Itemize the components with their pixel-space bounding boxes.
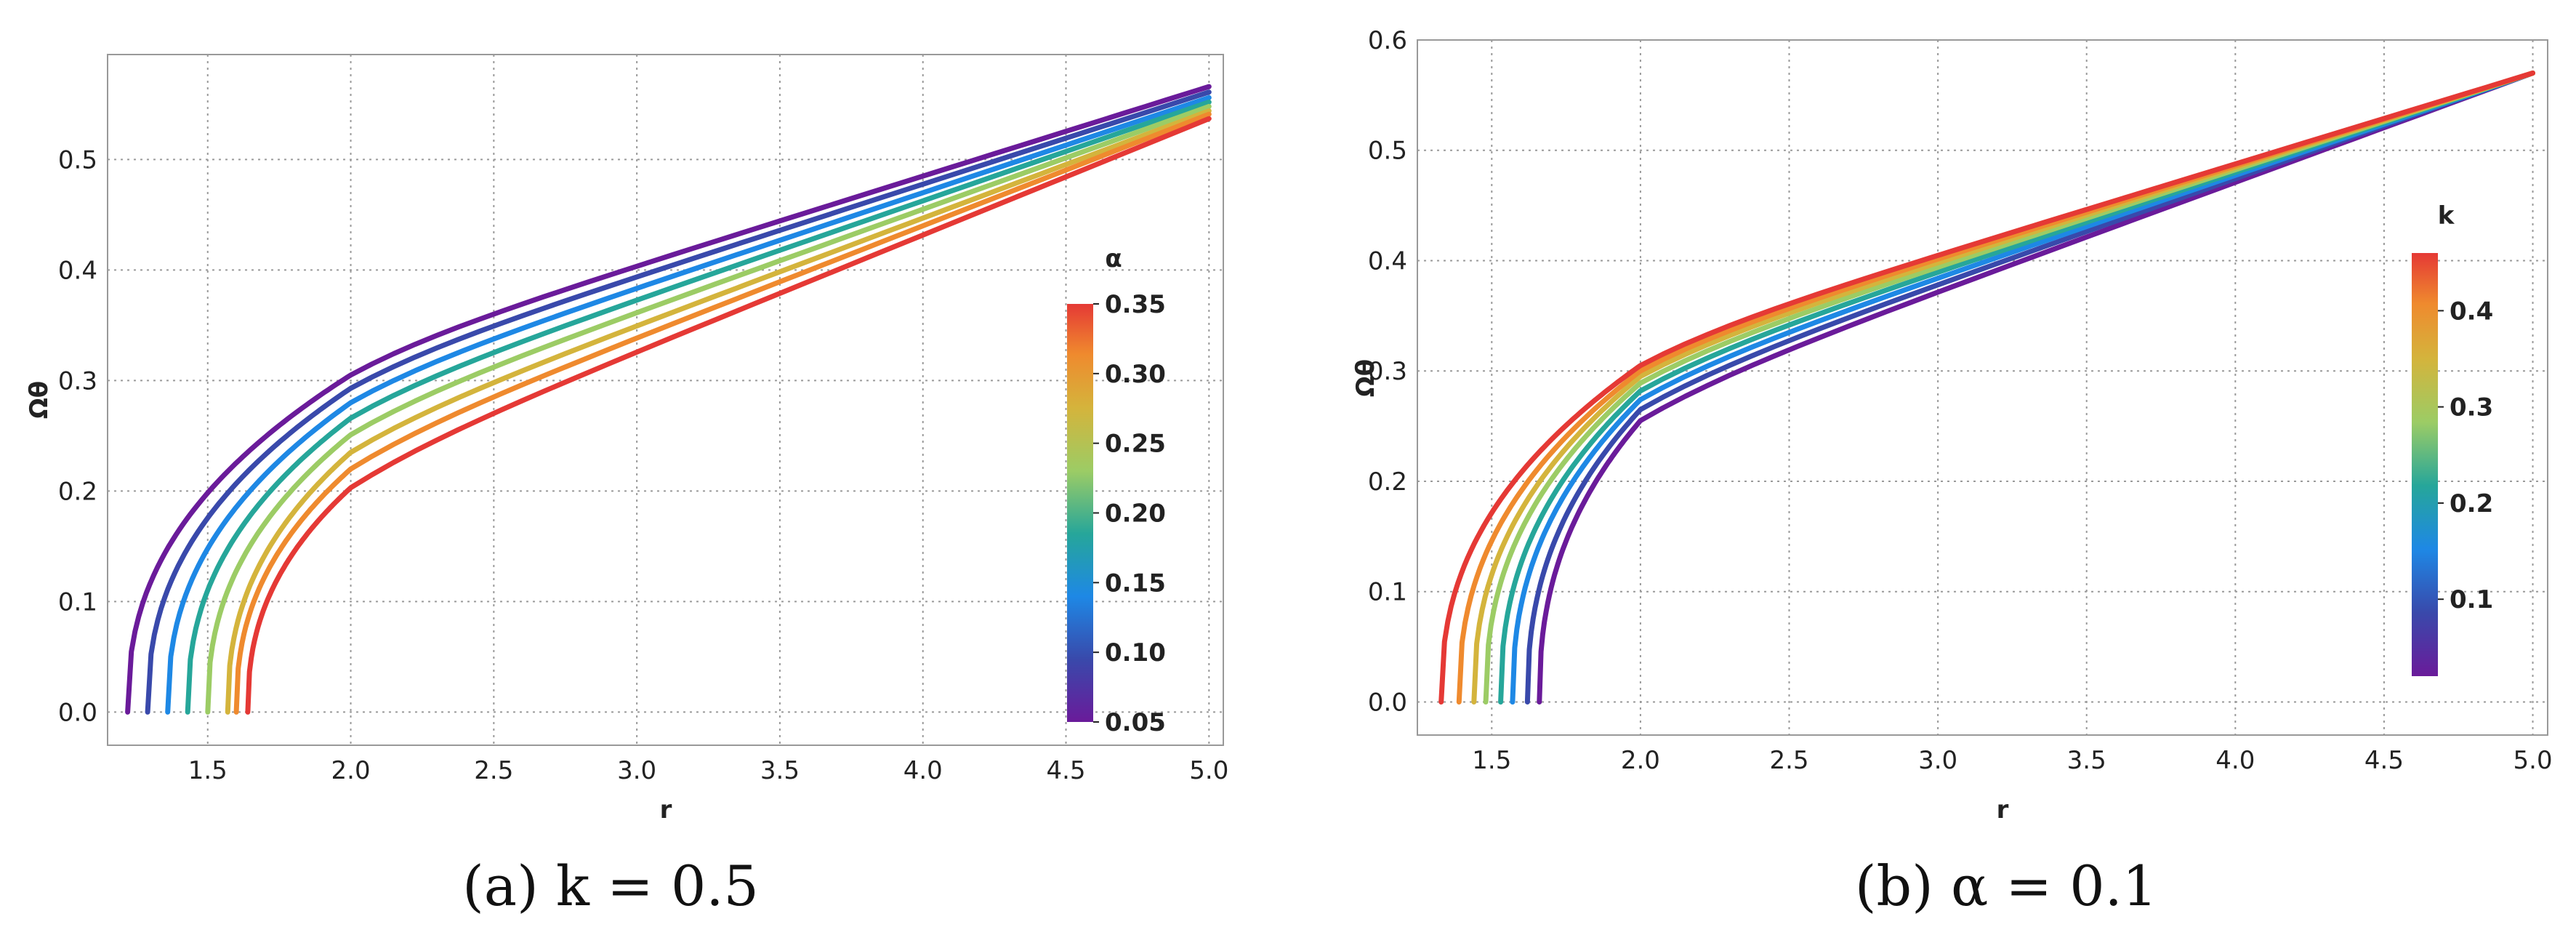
series-group-b <box>1438 71 2535 705</box>
x-tick-label: 4.0 <box>2215 746 2255 775</box>
colorbar-ticks-b: 0.1 0.2 0.3 0.4 <box>2438 297 2493 614</box>
y-tick-label: 0.0 <box>1368 688 1407 717</box>
x-tick-label: 3.0 <box>617 756 656 785</box>
series-line-0.35 <box>245 116 1212 715</box>
series-line-0.25 <box>1483 71 2535 705</box>
colorbar-tick-label: 0.4 <box>2450 297 2493 326</box>
plot-frame-a <box>107 54 1224 746</box>
x-tick-label: 3.0 <box>1918 746 1957 775</box>
series-line-0.2 <box>1498 71 2535 705</box>
series-line-0.1 <box>1524 71 2535 705</box>
y-tick-label: 0.3 <box>1368 357 1407 386</box>
colorbar-tick-label: 0.1 <box>2450 585 2493 614</box>
x-tick-label: 2.5 <box>1769 746 1808 775</box>
colorbar-tick-label: 0.15 <box>1105 569 1166 598</box>
caption-a: (a) k = 0.5 <box>462 854 759 918</box>
chart-panel-b: 0.0 0.1 0.2 0.3 0.4 0.5 0.6 1.5 2.0 2.5 3.0 3.5 4.0… <box>1351 26 2553 918</box>
colorbar-a: α 0.05 0.10 0.15 0.20 0.25 0.30 0.35 <box>1067 244 1166 737</box>
colorbar-gradient-b <box>2412 253 2438 676</box>
x-tick-label: 3.5 <box>2067 746 2106 775</box>
x-tick-label: 1.5 <box>188 756 228 785</box>
colorbar-tick-label: 0.30 <box>1105 360 1166 389</box>
colorbar-gradient-a <box>1067 304 1093 722</box>
grid-a <box>108 55 1223 745</box>
series-line-0.15 <box>1510 71 2535 705</box>
series-line-0.2 <box>185 99 1212 715</box>
y-tick-label: 0.2 <box>58 477 97 506</box>
colorbar-title-b: k <box>2438 201 2455 230</box>
x-tick-label: 2.0 <box>331 756 371 785</box>
colorbar-tick-label: 0.25 <box>1105 430 1166 459</box>
x-tick-label: 3.5 <box>760 756 800 785</box>
caption-b: (b) α = 0.1 <box>1855 854 2157 918</box>
y-tick-label: 0.5 <box>58 145 97 174</box>
y-tick-label: 0.0 <box>58 698 97 727</box>
colorbar-tick-label: 0.05 <box>1105 708 1166 737</box>
x-tick-label: 4.5 <box>1046 756 1085 785</box>
y-tick-label: 0.4 <box>1368 246 1407 276</box>
x-tick-labels-b: 1.5 2.0 2.5 3.0 3.5 4.0 4.5 5.0 <box>1472 746 2552 775</box>
series-line-0.15 <box>165 95 1212 715</box>
y-tick-label: 0.3 <box>58 366 97 396</box>
y-axis-label-b: Ωθ <box>1351 359 1380 397</box>
chart-panel-a: 0.0 0.1 0.2 0.3 0.4 0.5 1.5 2.0 2.5 3.0 3.5 4.0 4.5… <box>25 54 1229 918</box>
x-axis-label-b: r <box>1997 795 2009 824</box>
series-group-a <box>125 84 1212 715</box>
series-line-0.45 <box>1438 71 2535 705</box>
x-tick-label: 4.5 <box>2364 746 2404 775</box>
y-axis-label-a: Ωθ <box>25 381 54 419</box>
y-tick-labels-b: 0.0 0.1 0.2 0.3 0.4 0.5 0.6 <box>1368 26 1407 717</box>
colorbar-tick-label: 0.20 <box>1105 499 1166 529</box>
series-line-0.25 <box>205 103 1212 715</box>
x-tick-label: 1.5 <box>1472 746 1511 775</box>
y-tick-label: 0.5 <box>1368 137 1407 166</box>
series-line-0.05 <box>125 84 1212 715</box>
x-axis-label-a: r <box>660 795 672 824</box>
series-line-0.1 <box>145 89 1212 715</box>
y-tick-label: 0.1 <box>1368 578 1407 607</box>
y-tick-label: 0.6 <box>1368 26 1407 55</box>
series-line-0.28 <box>225 108 1212 715</box>
x-tick-label: 2.0 <box>1621 746 1660 775</box>
y-tick-labels-a: 0.0 0.1 0.2 0.3 0.4 0.5 <box>58 145 97 727</box>
y-tick-label: 0.4 <box>58 256 97 285</box>
series-line-0.35 <box>1456 71 2535 705</box>
colorbar-tick-label: 0.2 <box>2450 489 2493 518</box>
y-tick-label: 0.1 <box>58 587 97 617</box>
colorbar-tick-label: 0.35 <box>1105 290 1166 319</box>
grid-b <box>1417 39 2548 735</box>
colorbar-title-a: α <box>1105 244 1122 273</box>
x-tick-label: 5.0 <box>1189 756 1228 785</box>
series-line-0.05 <box>1537 71 2535 705</box>
series-line-0.31 <box>233 111 1212 715</box>
plot-frame-b <box>1417 39 2548 736</box>
colorbar-b: k 0.1 0.2 0.3 0.4 <box>2412 201 2493 676</box>
colorbar-tick-label: 0.3 <box>2450 393 2493 422</box>
x-tick-label: 2.5 <box>474 756 513 785</box>
x-tick-label: 5.0 <box>2513 746 2553 775</box>
y-tick-label: 0.2 <box>1368 467 1407 497</box>
x-tick-labels-a: 1.5 2.0 2.5 3.0 3.5 4.0 4.5 5.0 <box>188 756 1229 785</box>
colorbar-ticks-a: 0.05 0.10 0.15 0.20 0.25 0.30 0.35 <box>1093 290 1166 737</box>
colorbar-tick-label: 0.10 <box>1105 638 1166 667</box>
x-tick-label: 4.0 <box>903 756 943 785</box>
